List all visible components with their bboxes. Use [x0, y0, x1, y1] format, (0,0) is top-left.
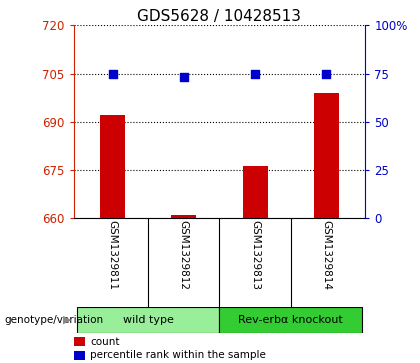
Bar [243, 167, 268, 218]
Bar [77, 307, 220, 333]
Text: GSM1329813: GSM1329813 [250, 220, 260, 290]
Text: GSM1329811: GSM1329811 [108, 220, 118, 290]
Text: percentile rank within the sample: percentile rank within the sample [90, 350, 266, 360]
Text: ▶: ▶ [63, 315, 71, 325]
Bar [171, 215, 196, 218]
Point [323, 70, 330, 76]
Point [252, 70, 258, 76]
Text: count: count [90, 337, 120, 347]
Title: GDS5628 / 10428513: GDS5628 / 10428513 [137, 9, 302, 24]
Text: GSM1329814: GSM1329814 [321, 220, 331, 290]
Point [109, 70, 116, 76]
Point [181, 74, 187, 79]
Bar [220, 307, 362, 333]
Text: wild type: wild type [123, 315, 174, 325]
Bar [100, 115, 125, 218]
Text: Rev-erbα knockout: Rev-erbα knockout [238, 315, 343, 325]
Text: genotype/variation: genotype/variation [4, 315, 103, 325]
Bar [314, 93, 339, 218]
Text: GSM1329812: GSM1329812 [179, 220, 189, 290]
